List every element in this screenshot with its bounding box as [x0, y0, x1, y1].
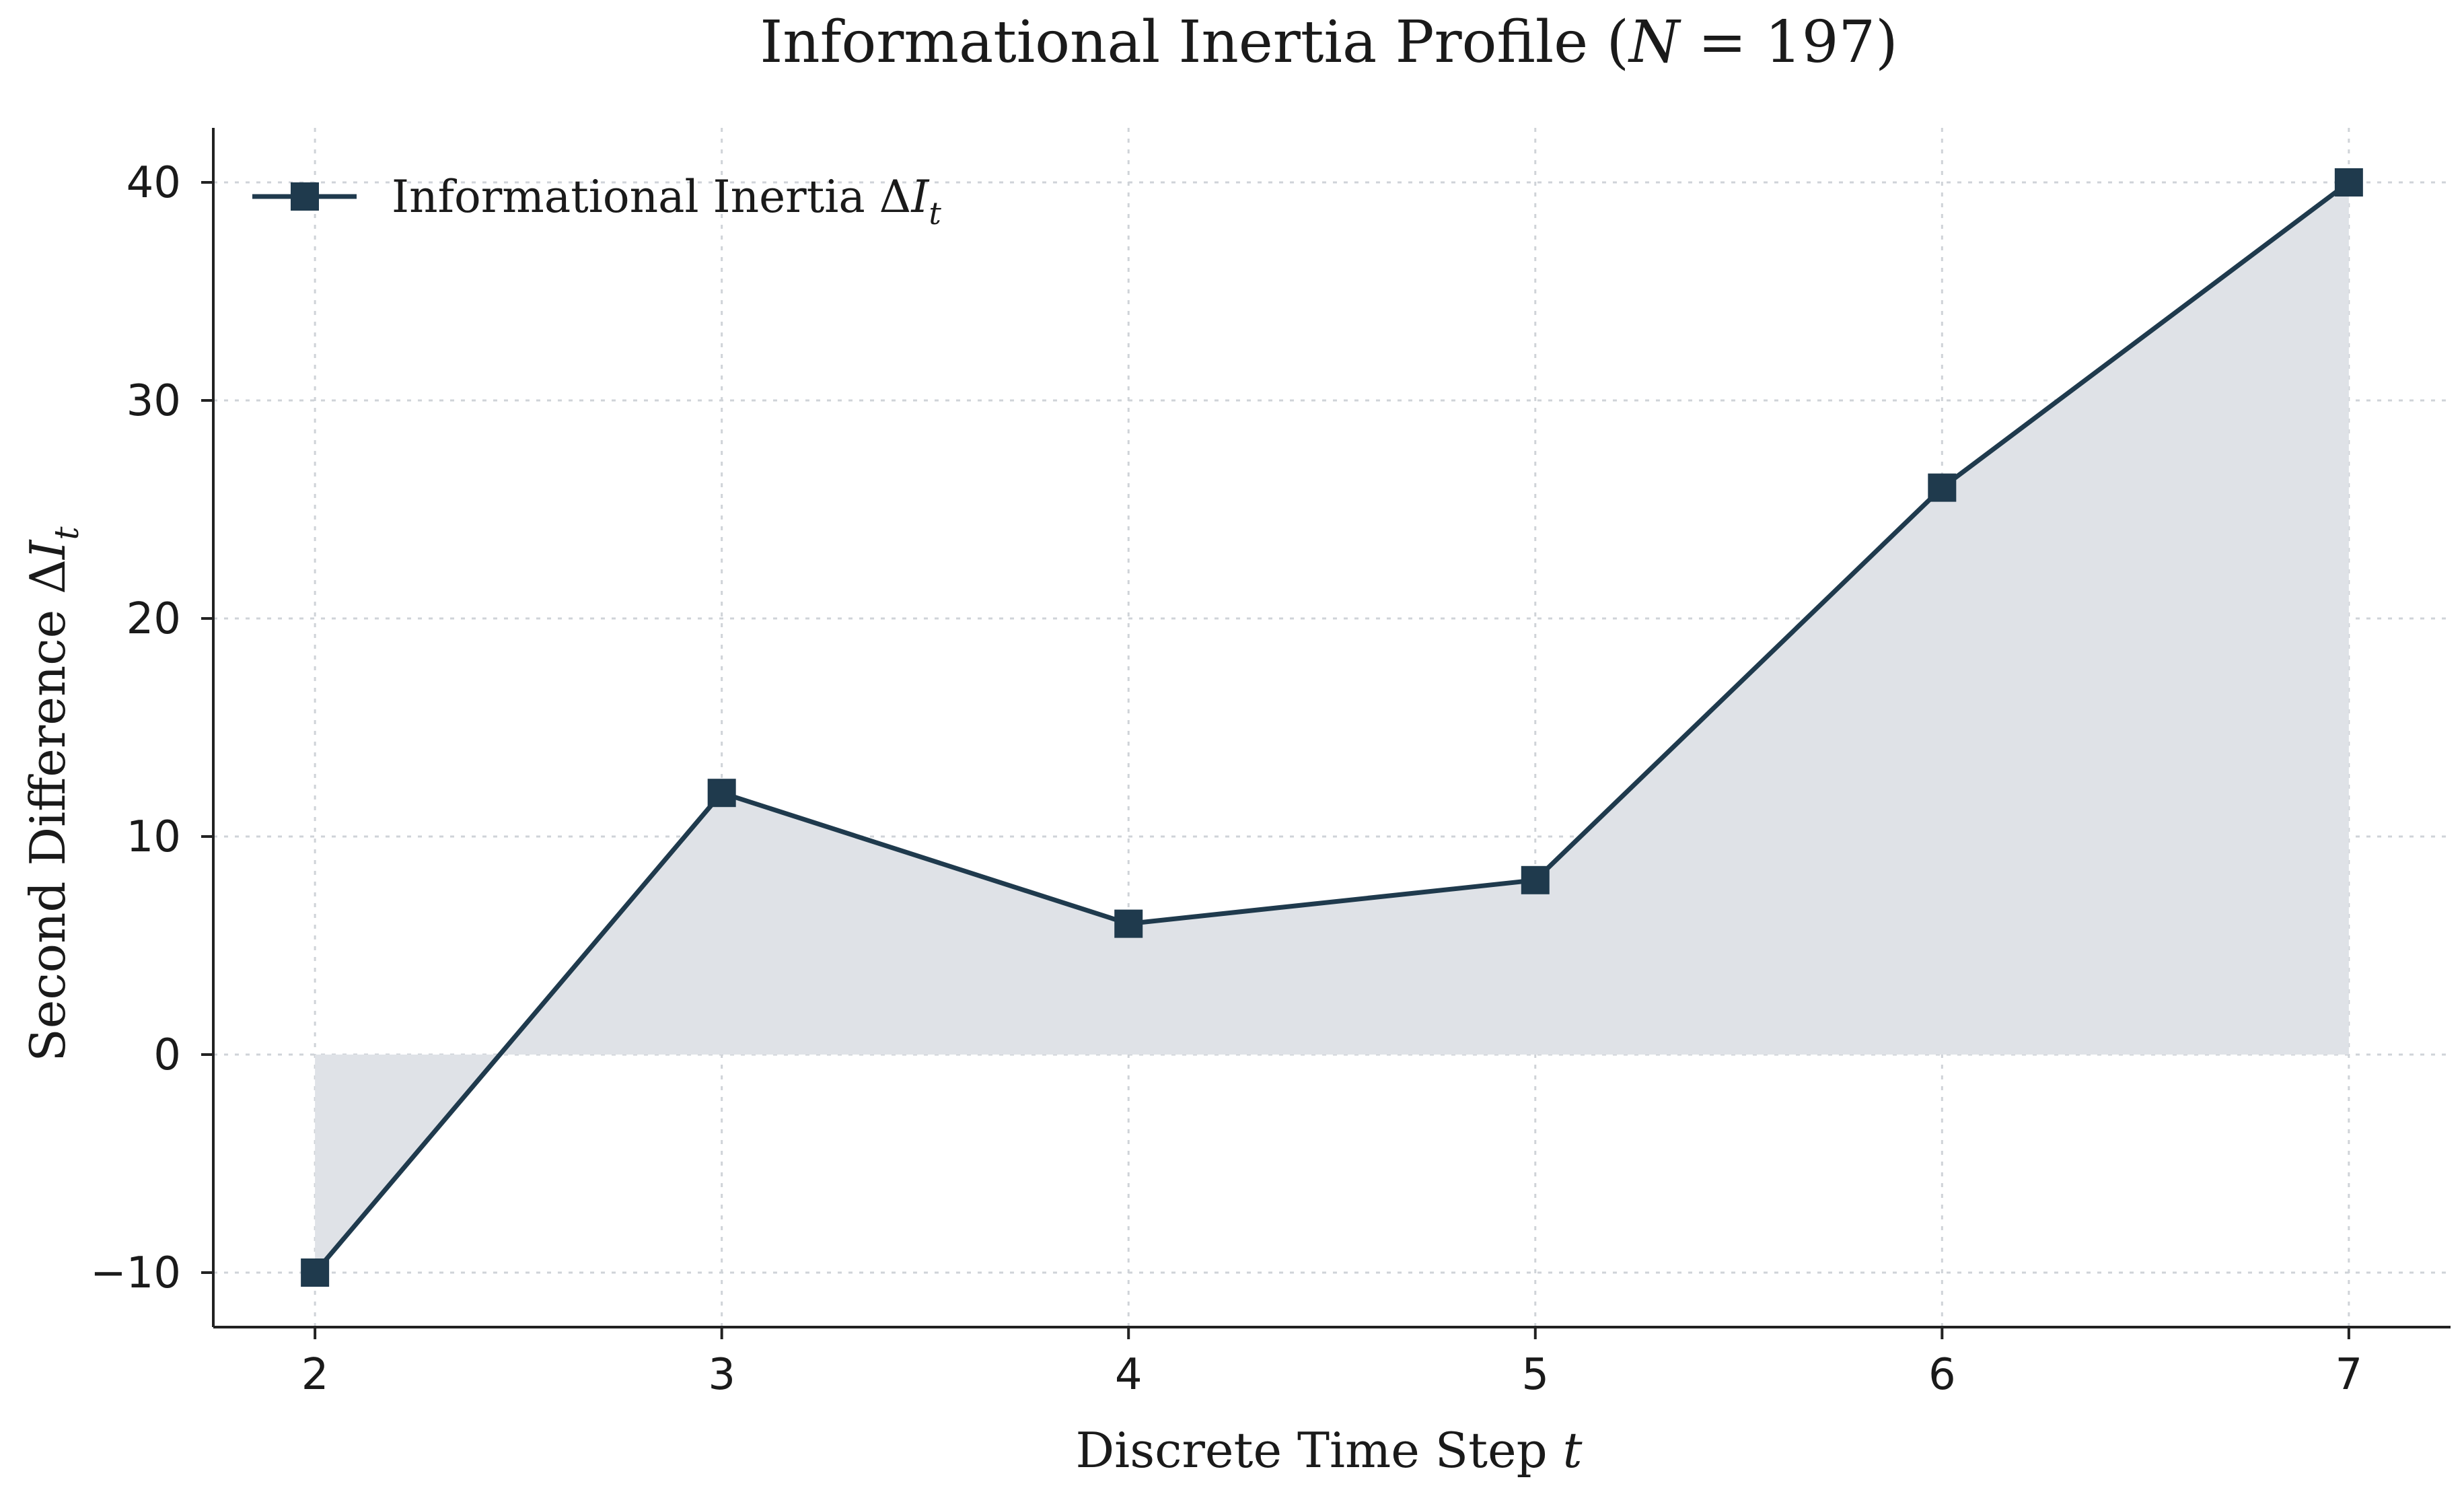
y-tick-label-2: 10 — [126, 812, 181, 862]
legend-label-math: I — [910, 171, 930, 223]
legend-label-text: Informational Inertia Δ — [392, 171, 911, 223]
y-axis-label: Second Difference ΔIt — [20, 526, 86, 1061]
chart-title-text: Informational Inertia Profile ( — [760, 9, 1629, 76]
x-tick-label-4: 6 — [1928, 1350, 1956, 1400]
x-tick-label-1: 3 — [708, 1350, 735, 1400]
y-tick-label-3: 20 — [126, 594, 181, 644]
legend-square-marker — [291, 182, 319, 211]
series-0-point-3 — [1521, 865, 1550, 894]
axes — [201, 128, 2451, 1339]
x-tick-label-5: 7 — [2335, 1350, 2363, 1400]
y-tick-label-0: −10 — [90, 1248, 181, 1298]
y-tick-labels: −10 0 10 20 30 40 — [90, 158, 181, 1298]
y-axis-label-math-sub: t — [47, 526, 86, 540]
chart-title: Informational Inertia Profile (N = 197) — [760, 9, 1897, 76]
legend: Informational Inertia ΔIt — [252, 171, 941, 232]
series-0-point-0 — [301, 1258, 330, 1287]
series-layer — [301, 168, 2363, 1287]
y-axis-label-text: Second Difference Δ — [20, 559, 76, 1062]
series-0-point-5 — [2334, 168, 2363, 197]
chart-title-math-rest: = 197) — [1679, 9, 1897, 76]
x-tick-label-0: 2 — [301, 1350, 329, 1400]
area-fill-layer — [315, 182, 2349, 1273]
y-tick-label-4: 30 — [126, 376, 181, 426]
y-tick-label-1: 0 — [153, 1030, 181, 1080]
series-0-line — [313, 180, 2350, 1275]
series-0-area-fill — [315, 182, 2349, 1273]
x-axis-label-math: t — [1563, 1422, 1583, 1479]
series-0-point-4 — [1928, 473, 1957, 502]
x-tick-labels: 2 3 4 5 6 7 — [301, 1350, 2362, 1400]
series-0-point-2 — [1114, 909, 1143, 938]
y-tick-label-5: 40 — [126, 158, 181, 208]
legend-label-math-sub: t — [929, 195, 941, 232]
series-0-point-1 — [707, 779, 736, 808]
chart-title-math-symbol: N — [1628, 9, 1681, 76]
legend-label: Informational Inertia ΔIt — [392, 171, 941, 232]
x-axis-label: Discrete Time Step t — [1075, 1422, 1583, 1479]
x-tick-label-3: 5 — [1521, 1350, 1549, 1400]
y-axis-label-math: I — [20, 539, 76, 561]
x-tick-label-2: 4 — [1115, 1350, 1143, 1400]
x-axis-label-text: Discrete Time Step — [1075, 1422, 1562, 1479]
